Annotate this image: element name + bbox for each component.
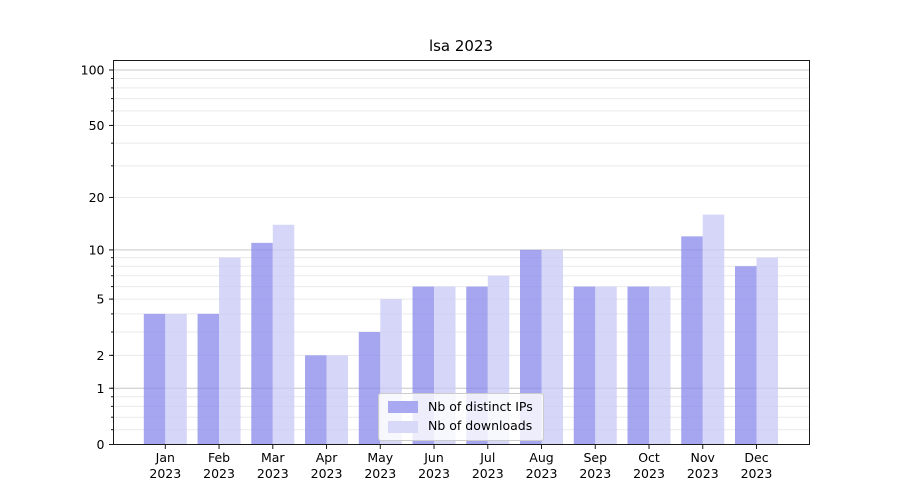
y-axis-tick-label: 1 <box>97 381 105 396</box>
bar-distinct-ips-feb <box>197 313 220 445</box>
x-axis-tick-label-month: Mar <box>261 450 285 465</box>
legend: Nb of distinct IPs Nb of downloads <box>378 393 544 441</box>
x-axis-tick-label-year: 2023 <box>472 466 504 481</box>
bar-downloads-jan <box>165 313 187 445</box>
y-axis-tick-label: 2 <box>97 348 105 363</box>
bar-distinct-ips-dec <box>734 266 757 445</box>
bar-downloads-feb <box>219 257 241 445</box>
y-axis-tick-label: 5 <box>97 292 105 307</box>
x-axis-tick-label-year: 2023 <box>687 466 719 481</box>
legend-swatch-downloads <box>388 420 418 433</box>
x-axis-tick-label-year: 2023 <box>633 466 665 481</box>
x-axis-tick-label-year: 2023 <box>364 466 396 481</box>
bar-distinct-ips-may <box>358 332 381 445</box>
x-axis-tick-label-year: 2023 <box>579 466 611 481</box>
legend-label-downloads: Nb of downloads <box>428 418 533 434</box>
x-axis-tick-label-year: 2023 <box>257 466 289 481</box>
bar-distinct-ips-jan <box>143 313 166 445</box>
bar-distinct-ips-apr <box>305 355 327 445</box>
x-axis-tick-label-month: May <box>367 450 393 465</box>
chart-title: lsa 2023 <box>428 37 494 55</box>
y-axis-tick-label: 10 <box>89 242 105 257</box>
x-axis-tick-label-year: 2023 <box>203 466 235 481</box>
y-axis-tick-label: 20 <box>89 190 105 205</box>
bar-distinct-ips-sep <box>573 286 596 445</box>
y-axis-tick-label: 0 <box>97 437 105 452</box>
x-axis-tick-label-month: Jun <box>423 450 444 465</box>
x-axis-tick-label-year: 2023 <box>311 466 343 481</box>
bar-distinct-ips-oct <box>627 286 650 445</box>
bar-downloads-dec <box>756 257 778 445</box>
x-axis-tick-label-month: Jul <box>479 450 495 465</box>
plot-border <box>113 60 810 445</box>
x-axis-tick-label-month: Sep <box>583 450 607 465</box>
legend-swatch-distinct-ips <box>388 401 418 414</box>
x-axis-tick-label-month: Apr <box>316 450 338 465</box>
bar-downloads-mar <box>272 224 295 445</box>
legend-item-distinct-ips: Nb of distinct IPs <box>388 399 533 414</box>
x-axis-tick-label-month: Oct <box>638 450 660 465</box>
x-axis-tick-label-month: Feb <box>208 450 230 465</box>
legend-item-downloads: Nb of downloads <box>388 418 533 434</box>
x-axis-tick-label-month: Dec <box>744 450 768 465</box>
bar-downloads-aug <box>541 249 564 445</box>
y-axis-tick-label: 100 <box>81 63 105 78</box>
x-axis-tick-label-year: 2023 <box>526 466 558 481</box>
legend-label-distinct-ips: Nb of distinct IPs <box>428 399 533 414</box>
x-axis-tick-label-year: 2023 <box>741 466 773 481</box>
bar-downloads-apr <box>326 355 349 445</box>
bar-downloads-sep <box>595 286 617 445</box>
y-axis-tick-label: 50 <box>89 118 105 133</box>
bar-distinct-ips-nov <box>681 236 703 445</box>
x-axis-tick-label-year: 2023 <box>418 466 450 481</box>
x-axis-tick-label-month: Aug <box>529 450 553 465</box>
bar-downloads-nov <box>702 214 725 445</box>
bar-distinct-ips-mar <box>251 242 273 445</box>
x-axis-tick-label-month: Jan <box>155 450 175 465</box>
x-axis-tick-label-month: Nov <box>691 450 716 465</box>
x-axis-tick-label-year: 2023 <box>149 466 181 481</box>
bar-downloads-oct <box>649 286 671 445</box>
